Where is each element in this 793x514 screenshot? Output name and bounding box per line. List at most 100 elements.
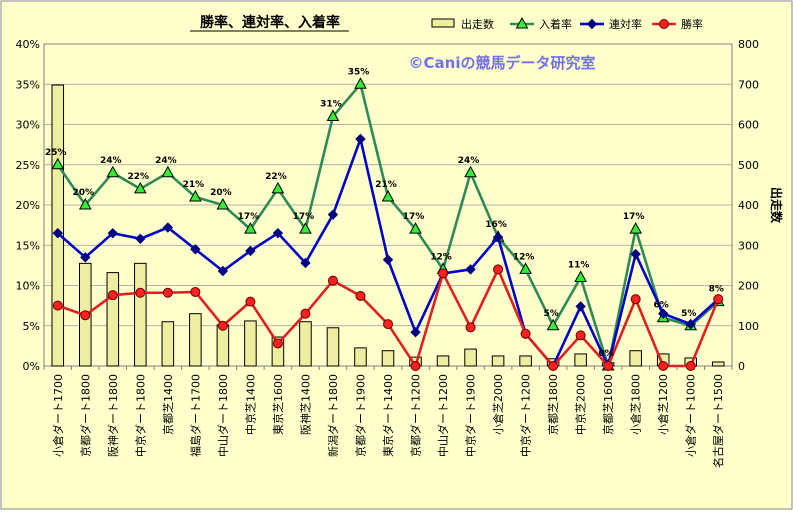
point-marker <box>107 227 119 239</box>
x-tick-label: 小倉芝2000 <box>491 374 505 435</box>
point-marker <box>658 361 669 371</box>
x-tick-label: 京都ダート1200 <box>409 374 423 457</box>
x-tick-label: 京都芝1600 <box>601 374 615 435</box>
data-label: 20% <box>210 188 232 198</box>
y2-tick-label: 700 <box>738 78 759 91</box>
legend-item: 連対率 <box>580 17 642 31</box>
bar <box>436 355 450 367</box>
point-marker <box>438 268 449 279</box>
point-marker <box>299 222 312 234</box>
point-marker <box>355 133 366 145</box>
y-tick-label: 35% <box>16 78 40 91</box>
point-marker <box>381 189 395 202</box>
x-tick-label: 中京ダート1800 <box>133 374 147 457</box>
bar <box>134 262 147 367</box>
point-marker <box>515 16 529 29</box>
point-marker <box>245 245 256 257</box>
data-label: 17% <box>623 212 645 222</box>
line-series: 25% 20% 24% 22% 24% 21% 20% 17% 22% 17% 31% 35% 21% 1… <box>45 67 725 372</box>
point-marker <box>217 265 229 277</box>
point-marker <box>685 361 696 371</box>
bar <box>381 350 395 367</box>
x-tick-label: 中京芝2000 <box>574 374 588 435</box>
point-marker <box>190 244 201 255</box>
x-tick-label: 福島ダート1700 <box>188 374 202 457</box>
point-marker <box>546 318 560 331</box>
point-marker <box>162 287 173 298</box>
y2-tick-label: 400 <box>738 199 759 212</box>
x-tick-label: 名古屋ダート1500 <box>711 374 725 468</box>
point-marker <box>382 254 394 265</box>
point-marker <box>355 290 366 301</box>
data-label: 24% <box>100 156 122 166</box>
x-tick-label: 阪神芝1400 <box>298 374 312 435</box>
bar <box>216 324 230 367</box>
y2-tick-label: 600 <box>738 119 759 132</box>
x-tick-label: 阪神ダート1800 <box>106 374 120 457</box>
point-marker <box>492 231 504 243</box>
point-marker <box>216 197 230 210</box>
x-tick-label: 東京芝1600 <box>271 374 285 435</box>
data-label: 22% <box>128 172 150 182</box>
point-marker <box>272 227 284 239</box>
y-tick-label: 10% <box>16 280 40 293</box>
bar <box>711 361 725 367</box>
point-marker <box>548 361 559 371</box>
legend-item: 出走数 <box>431 17 494 31</box>
point-marker <box>189 189 202 202</box>
point-marker <box>659 19 669 29</box>
data-label: 5% <box>543 309 558 319</box>
x-tick-label: 中山ダート1800 <box>216 374 230 457</box>
point-marker <box>271 181 285 194</box>
point-marker <box>574 270 587 282</box>
x-tick-label: 小倉芝1200 <box>656 374 670 435</box>
point-marker <box>272 338 283 349</box>
x-tick-label: 小倉ダート1000 <box>684 374 698 457</box>
y-tick-label: 30% <box>16 119 40 132</box>
point-marker <box>327 275 338 286</box>
data-label: 17% <box>238 212 260 222</box>
bar <box>574 353 587 367</box>
chart-title: 勝率、連対率、入着率 <box>200 14 340 31</box>
data-label: 24% <box>458 156 480 166</box>
y2-tick-label: 300 <box>738 239 759 252</box>
point-marker <box>464 165 477 178</box>
point-marker <box>106 165 120 178</box>
data-label: 11% <box>568 260 590 270</box>
point-marker <box>657 308 669 319</box>
bar <box>51 84 65 367</box>
data-label: 5% <box>681 309 696 319</box>
x-tick-label: 京都芝1800 <box>546 374 560 435</box>
y2-axis-label: 出走数 <box>769 187 784 224</box>
point-marker <box>575 301 586 312</box>
bar <box>491 355 505 367</box>
point-marker <box>161 165 175 178</box>
point-marker <box>190 286 201 297</box>
y2-tick-label: 100 <box>738 320 759 333</box>
point-marker <box>713 294 724 305</box>
point-marker <box>685 318 696 330</box>
x-tick-label: 小倉芝1800 <box>629 374 643 435</box>
point-marker <box>107 290 118 301</box>
y2-tick-label: 800 <box>738 38 759 51</box>
point-marker <box>300 308 311 319</box>
x-tick-label: 東京ダート1400 <box>381 374 395 457</box>
bar <box>464 348 477 367</box>
y-tick-label: 5% <box>23 320 40 333</box>
watermark: ©Caniの競馬データ研究室 <box>409 54 596 72</box>
data-label: 21% <box>375 180 397 190</box>
point-marker <box>410 326 421 338</box>
data-label: 31% <box>320 99 342 109</box>
y-tick-label: 40% <box>16 38 40 51</box>
y2-tick-label: 0 <box>738 360 745 373</box>
point-marker <box>410 361 421 371</box>
x-tick-label: 中京芝1400 <box>243 374 257 435</box>
data-label: 6% <box>654 301 669 311</box>
point-marker <box>300 257 311 269</box>
point-marker <box>80 252 91 263</box>
data-label: 16% <box>485 220 507 230</box>
point-marker <box>630 294 641 305</box>
x-tick-label: 京都ダート1800 <box>78 374 92 457</box>
point-marker <box>465 264 476 275</box>
bar <box>161 321 175 367</box>
